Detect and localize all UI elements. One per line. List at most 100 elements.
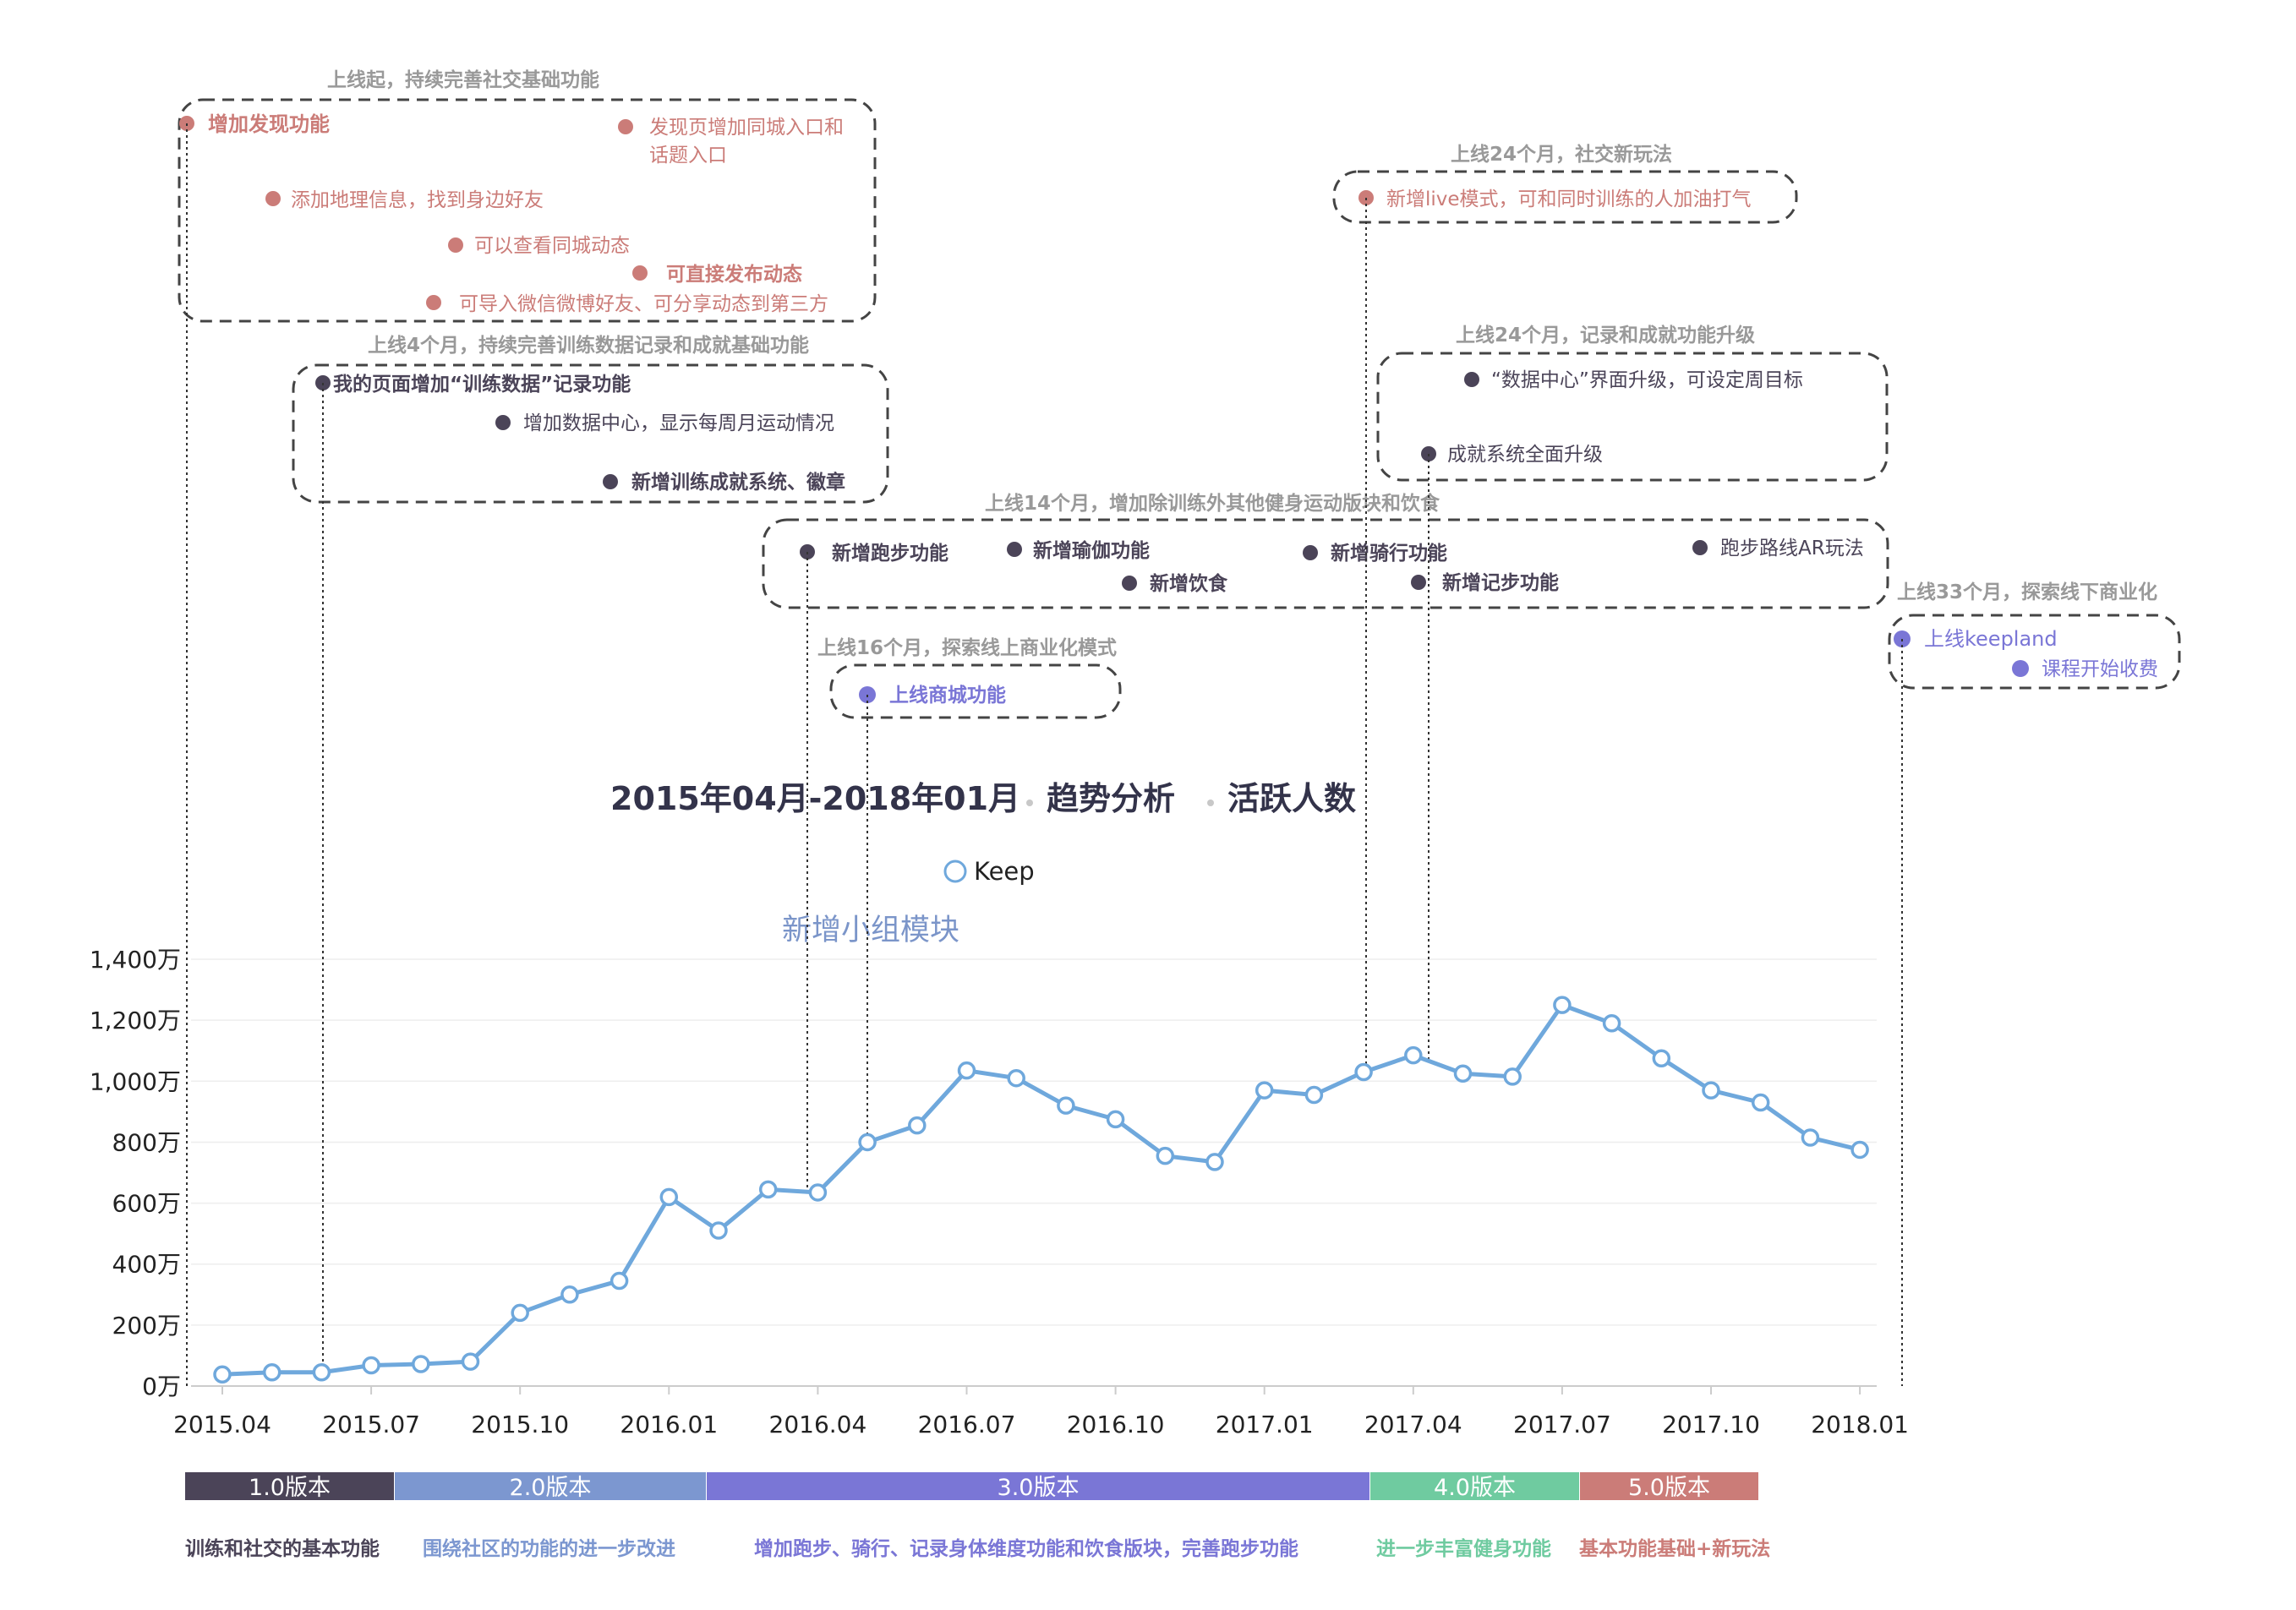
data-point[interactable] (758, 1180, 778, 1199)
feature-yoga: 新增瑜伽功能 (1033, 539, 1150, 562)
data-point[interactable] (1354, 1062, 1373, 1082)
data-point[interactable] (511, 1303, 529, 1323)
legend-label-keep[interactable]: Keep (974, 857, 1035, 886)
version-bar (707, 1472, 1369, 1500)
version-description: 训练和社交的基本功能 (185, 1537, 380, 1560)
y-tick-label: 0万 (142, 1373, 181, 1400)
data-point[interactable] (362, 1356, 380, 1375)
legend-marker[interactable] (943, 860, 967, 883)
feature-location: 添加地理信息，找到身边好友 (291, 189, 544, 211)
x-tick-label: 2016.07 (918, 1411, 1016, 1438)
data-point[interactable] (858, 1132, 877, 1152)
data-point[interactable] (262, 1363, 282, 1382)
feature-diet: 新增饮食 (1150, 572, 1228, 595)
feature-live-mode: 新增live模式，可和同时训练的人加油打气 (1386, 188, 1752, 210)
data-point[interactable] (213, 1365, 232, 1384)
feature-dot (1464, 372, 1479, 387)
x-tick-label: 2015.04 (173, 1411, 271, 1438)
data-point[interactable] (1156, 1146, 1175, 1165)
x-tick-label: 2017.07 (1513, 1411, 1611, 1438)
version-bar (395, 1472, 706, 1500)
version-description: 围绕社区的功能的进一步改进 (423, 1537, 675, 1560)
group-title-offline-commerce: 上线33个月，探索线下商业化 (1897, 581, 2157, 603)
feature-training-record: 我的页面增加“训练数据”记录功能 (333, 373, 631, 396)
chart-title: 2015年04月-2018年01月 (610, 780, 1020, 817)
data-point[interactable] (1057, 1096, 1075, 1115)
group-box-offline-commerce (1888, 614, 2181, 690)
data-point[interactable] (1106, 1110, 1125, 1129)
feature-city-feed: 可以查看同城动态 (474, 235, 630, 257)
feature-import-friends: 可导入微信微博好友、可分享动态到第三方 (459, 293, 828, 315)
group-box-training-data (292, 363, 889, 504)
data-point[interactable] (1751, 1093, 1770, 1112)
group-title-live: 上线24个月，社交新玩法 (1451, 143, 1672, 166)
y-tick-label: 400万 (112, 1251, 181, 1279)
x-tick-label: 2016.01 (620, 1411, 718, 1438)
data-point[interactable] (1702, 1081, 1720, 1100)
data-point[interactable] (1205, 1153, 1224, 1171)
y-tick-label: 1,000万 (90, 1067, 181, 1095)
data-point[interactable] (1404, 1045, 1423, 1065)
grid-lines (191, 958, 1877, 1387)
data-point[interactable] (1255, 1081, 1274, 1100)
x-axis: 2015.04 2015.07 2015.10 2016.01 2016.04 2016.… (173, 1386, 1909, 1438)
data-point[interactable] (808, 1183, 828, 1202)
feature-running: 新增跑步功能 (832, 542, 948, 565)
version-label: 4.0版本 (1434, 1475, 1516, 1501)
data-point[interactable] (1652, 1049, 1671, 1067)
feature-achievement-upgrade: 成就系统全面升级 (1447, 444, 1603, 466)
data-point[interactable] (908, 1116, 927, 1135)
feature-city-entry: 发现页增加同城入口和 (649, 117, 844, 139)
feature-ar-route: 跑步路线AR玩法 (1720, 538, 1864, 559)
y-axis: 0万 200万 400万 600万 800万 1,000万 1,200万 1,400万 (90, 946, 181, 1400)
data-point[interactable] (709, 1221, 728, 1240)
data-point[interactable] (1304, 1085, 1324, 1105)
data-point[interactable] (1453, 1064, 1473, 1083)
feature-achievement: 新增训练成就系统、徽章 (631, 471, 845, 494)
feature-post-feed: 可直接发布动态 (666, 263, 802, 286)
feature-dot (632, 265, 648, 281)
data-point[interactable] (1553, 996, 1572, 1014)
version-label: 5.0版本 (1628, 1475, 1710, 1501)
version-description: 进一步丰富健身功能 (1376, 1537, 1551, 1560)
group-title-upgrade: 上线24个月，记录和成就功能升级 (1456, 324, 1755, 347)
version-label: 1.0版本 (249, 1475, 331, 1501)
feature-mall: 上线商城功能 (889, 684, 1006, 707)
feature-step-count: 新增记步功能 (1442, 571, 1559, 594)
data-point[interactable] (1503, 1067, 1522, 1086)
feature-paid-courses: 课程开始收费 (2042, 658, 2158, 680)
version-description: 基本功能基础+新玩法 (1579, 1537, 1770, 1560)
feature-data-center-upgrade: “数据中心”界面升级，可设定周目标 (1491, 369, 1803, 391)
data-point[interactable] (1801, 1128, 1820, 1147)
version-label: 2.0版本 (510, 1475, 592, 1501)
data-point[interactable] (610, 1271, 629, 1291)
feature-dot (265, 191, 281, 206)
feature-dot (1411, 575, 1426, 590)
data-point[interactable] (560, 1285, 579, 1304)
y-tick-label: 600万 (112, 1190, 181, 1218)
version-bar (1580, 1472, 1758, 1500)
group-title-sports-diet: 上线14个月，增加除训练外其他健身运动版块和饮食 (985, 492, 1440, 515)
data-point[interactable] (312, 1363, 331, 1382)
series-keep (213, 996, 1869, 1384)
title-separator-dot (1207, 800, 1214, 806)
feature-topic-entry: 话题入口 (649, 145, 727, 166)
version-bar (185, 1472, 394, 1500)
version-label: 3.0版本 (998, 1475, 1080, 1501)
data-point[interactable] (1850, 1140, 1869, 1160)
x-tick-label: 2015.10 (471, 1411, 569, 1438)
data-point[interactable] (957, 1061, 976, 1080)
group-box-sports-diet (762, 518, 1889, 609)
data-point[interactable] (461, 1352, 480, 1371)
y-tick-label: 1,400万 (90, 946, 181, 974)
data-point[interactable] (1602, 1014, 1621, 1033)
feature-dot (495, 415, 511, 430)
data-point[interactable] (412, 1355, 430, 1373)
data-point[interactable] (1007, 1068, 1025, 1088)
data-point[interactable] (659, 1187, 679, 1207)
x-tick-label: 2016.04 (769, 1411, 867, 1438)
x-tick-label: 2018.01 (1811, 1411, 1909, 1438)
feature-dot (2012, 660, 2029, 677)
x-tick-label: 2015.07 (322, 1411, 420, 1438)
group-title-social-basics: 上线起，持续完善社交基础功能 (327, 68, 599, 91)
